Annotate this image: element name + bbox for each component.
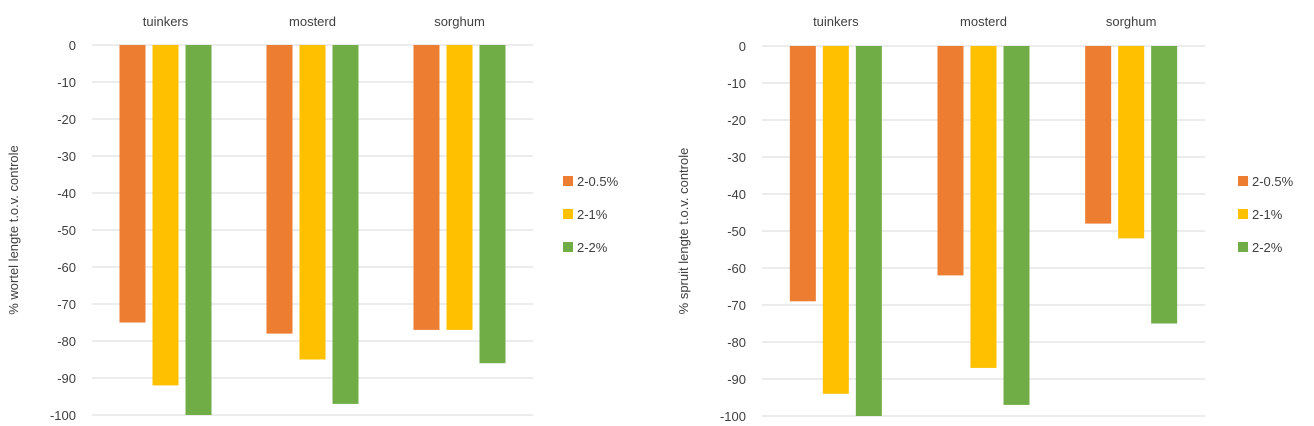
legend-label: 2-0.5% [1252,174,1294,189]
bar [1118,46,1145,239]
y-tick-label: -100 [720,409,746,424]
y-tick-label: -20 [727,113,746,128]
bar [446,45,473,330]
category-label: mosterd [289,14,336,29]
y-tick-label: -70 [57,297,76,312]
category-label: sorghum [434,14,485,29]
legend-label: 2-0.5% [577,174,619,189]
y-tick-label: 0 [739,39,746,54]
category-label: mosterd [960,14,1007,29]
bar [413,45,440,330]
root-length-chart: 0 -10 -20 -30 -40 -50 -60 -70 -80 -90 -100 % wortel… [6,14,619,423]
bar [789,46,816,302]
category-label: sorghum [1106,14,1157,29]
y-axis-title: % spruit lengte t.o.v. controle [676,148,691,315]
category-label: tuinkers [143,14,189,29]
sprout-length-chart: 0 -10 -20 -30 -40 -50 -60 -70 -80 -90 -100 % spruit… [657,0,1314,426]
y-tick-label: -80 [57,334,76,349]
y-tick-label: -70 [727,298,746,313]
y-tick-label: -40 [57,186,76,201]
legend-label: 2-2% [577,240,608,255]
bar [479,45,506,364]
y-tick-label: -60 [727,261,746,276]
bar [185,45,212,415]
legend-label: 2-1% [1252,207,1283,222]
legend-label: 2-2% [1252,240,1283,255]
bar [299,45,326,360]
bar [1003,46,1030,405]
y-tick-label: -10 [57,75,76,90]
legend-swatch [1238,209,1248,219]
bar [266,45,293,334]
category-label: tuinkers [813,14,859,29]
legend-swatch [1238,176,1248,186]
y-tick-label: -50 [727,224,746,239]
bar [970,46,997,368]
y-axis-title: % wortel lengte t.o.v. controle [6,145,21,315]
y-tick-label: 0 [69,38,76,53]
bar [152,45,179,386]
legend-swatch [563,209,573,219]
bar [1085,46,1112,224]
y-tick-label: -10 [727,76,746,91]
y-tick-label: -80 [727,335,746,350]
y-tick-label: -90 [727,372,746,387]
legend-swatch [563,176,573,186]
legend-label: 2-1% [577,207,608,222]
sprout-length-chart-svg: 0 -10 -20 -30 -40 -50 -60 -70 -80 -90 -100 % spruit… [676,14,1294,424]
bar [855,46,882,416]
y-tick-label: -20 [57,112,76,127]
bar [332,45,359,404]
y-tick-label: -30 [727,150,746,165]
bar [937,46,964,276]
root-length-chart-svg: 0 -10 -20 -30 -40 -50 -60 -70 -80 -90 -100 % wortel… [6,14,619,423]
y-tick-label: -40 [727,187,746,202]
legend-swatch [563,242,573,252]
y-tick-label: -100 [50,408,76,423]
y-tick-label: -30 [57,149,76,164]
y-tick-label: -50 [57,223,76,238]
bar [1151,46,1178,324]
bar [119,45,146,323]
legend-swatch [1238,242,1248,252]
y-tick-label: -60 [57,260,76,275]
y-tick-label: -90 [57,371,76,386]
bar [822,46,849,394]
